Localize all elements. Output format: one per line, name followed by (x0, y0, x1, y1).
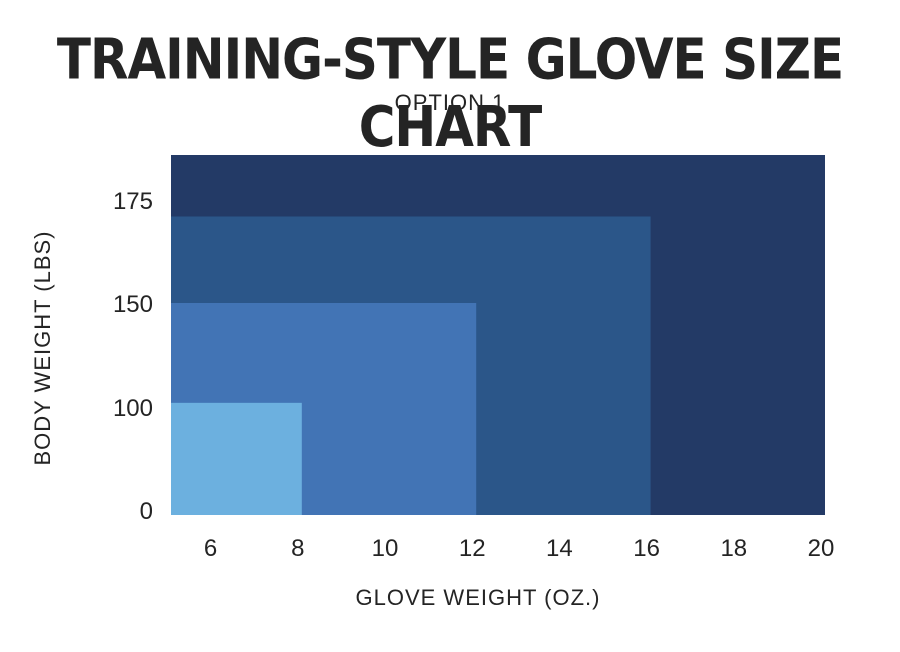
x-tick-label: 10 (372, 535, 399, 562)
x-axis-ticks: 6 8 10 12 14 16 18 20 (204, 535, 834, 562)
y-tick-label: 150 (113, 291, 153, 318)
y-axis-ticks: 0 100 150 175 (113, 188, 153, 525)
size-regions (171, 155, 825, 516)
x-tick-label: 14 (546, 535, 573, 562)
y-tick-label: 175 (113, 188, 153, 215)
chart-subtitle: OPTION 1 (394, 90, 506, 115)
x-tick-label: 12 (459, 535, 486, 562)
x-axis-label: GLOVE WEIGHT (OZ.) (356, 585, 601, 610)
y-axis-label: BODY WEIGHT (LBS) (30, 230, 55, 465)
x-tick-label: 20 (808, 535, 835, 562)
size-region-4 (171, 402, 302, 515)
y-tick-label: 0 (140, 498, 153, 525)
x-tick-label: 6 (204, 535, 217, 562)
x-tick-label: 8 (291, 535, 304, 562)
x-tick-label: 18 (720, 535, 747, 562)
y-tick-label: 100 (113, 395, 153, 422)
chart-title: TRAINING-STYLE GLOVE SIZE CHART (56, 27, 844, 160)
x-tick-label: 16 (633, 535, 660, 562)
